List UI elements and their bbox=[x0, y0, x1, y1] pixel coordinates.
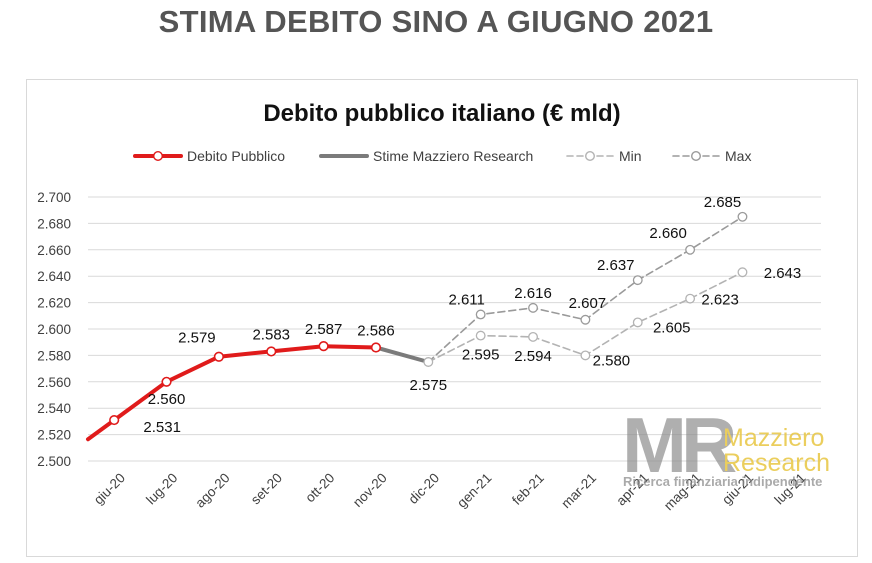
y-tick-label: 2.560 bbox=[37, 375, 71, 390]
data-label-min: 2.643 bbox=[764, 265, 802, 282]
legend-label-max: Max bbox=[725, 148, 751, 164]
data-point-max bbox=[685, 244, 696, 255]
y-axis: 2.500 2.520 2.540 2.560 2.580 2.600 2.620 2.640… bbox=[37, 190, 71, 469]
data-point-max bbox=[632, 275, 643, 286]
x-tick-label: feb-21 bbox=[509, 470, 547, 508]
data-label-min: 2.623 bbox=[701, 292, 739, 309]
chart-frame: Debito pubblico italiano (€ mld) 2.500 2.… bbox=[26, 79, 858, 557]
y-tick-label: 2.500 bbox=[37, 454, 71, 469]
data-label-actual: 2.586 bbox=[357, 322, 395, 339]
data-label-max: 2.616 bbox=[514, 285, 552, 302]
data-point-min bbox=[737, 267, 748, 278]
data-label-min: 2.595 bbox=[462, 347, 500, 364]
data-label-actual: 2.531 bbox=[143, 419, 181, 436]
legend-label-actual: Debito Pubblico bbox=[187, 148, 285, 164]
data-point-actual bbox=[109, 414, 120, 426]
data-point-min bbox=[528, 331, 538, 342]
y-tick-label: 2.520 bbox=[37, 428, 71, 443]
data-point-max bbox=[528, 302, 538, 313]
data-point-max bbox=[737, 211, 748, 222]
data-point-actual bbox=[266, 346, 277, 357]
data-label-actual: 2.579 bbox=[178, 330, 216, 347]
y-tick-label: 2.540 bbox=[37, 401, 71, 416]
page-title: STIMA DEBITO SINO A GIUGNO 2021 bbox=[158, 4, 714, 39]
y-tick-label: 2.640 bbox=[37, 269, 71, 284]
data-point-max bbox=[580, 314, 591, 325]
line-chart: Debito pubblico italiano (€ mld) 2.5002.… bbox=[37, 100, 830, 513]
data-label-min: 2.605 bbox=[653, 319, 691, 336]
data-label-actual: 2.587 bbox=[305, 321, 343, 338]
x-tick-label: ott-20 bbox=[302, 470, 337, 505]
data-point-min bbox=[685, 293, 696, 304]
legend-marker-max bbox=[691, 150, 702, 161]
x-tick-label: dic-20 bbox=[406, 470, 443, 507]
y-tick-label: 2.580 bbox=[37, 348, 71, 363]
data-label-estimate: 2.575 bbox=[410, 377, 448, 394]
logo-line1: Mazziero bbox=[723, 424, 824, 452]
data-point-actual bbox=[161, 376, 172, 387]
logo-line2: Research bbox=[723, 449, 830, 477]
data-labels: 2.531 2.560 2.579 2.583 2.587 2.586 2.575 2.595… bbox=[143, 194, 801, 436]
data-label-min: 2.580 bbox=[593, 352, 631, 369]
series-group bbox=[86, 211, 748, 442]
data-label-max: 2.607 bbox=[569, 295, 607, 312]
y-tick-label: 2.660 bbox=[37, 243, 71, 258]
data-label-max: 2.637 bbox=[597, 257, 635, 274]
series-line-max bbox=[427, 216, 744, 363]
data-point-estimate bbox=[423, 357, 434, 367]
y-tick-label: 2.620 bbox=[37, 296, 71, 311]
data-point-actual bbox=[370, 342, 382, 353]
series-line-estimate bbox=[374, 345, 431, 364]
data-point-min bbox=[580, 350, 591, 361]
legend-label-estimate: Stime Mazziero Research bbox=[373, 148, 533, 164]
series-line-actual bbox=[86, 344, 378, 442]
data-label-max: 2.685 bbox=[704, 194, 742, 211]
y-tick-label: 2.600 bbox=[37, 322, 71, 337]
data-point-min bbox=[632, 317, 643, 328]
legend-marker-min bbox=[585, 150, 596, 161]
legend-marker-actual bbox=[152, 150, 163, 161]
x-tick-label: set-20 bbox=[248, 470, 285, 507]
legend-label-min: Min bbox=[619, 148, 642, 164]
x-tick-label: lug-20 bbox=[143, 470, 180, 507]
gridlines bbox=[88, 196, 821, 462]
data-label-actual: 2.560 bbox=[148, 391, 186, 408]
data-label-max: 2.611 bbox=[448, 291, 484, 308]
x-tick-label: ago-20 bbox=[192, 470, 232, 510]
data-point-max bbox=[475, 309, 486, 320]
y-tick-label: 2.680 bbox=[37, 216, 71, 231]
mazziero-research-logo: MR Mazziero Research Ricerca finanziaria… bbox=[622, 401, 830, 489]
x-tick-label: mar-21 bbox=[558, 470, 599, 511]
data-point-actual bbox=[213, 351, 224, 362]
legend: Debito Pubblico Stime Mazziero Research Mi… bbox=[133, 148, 751, 164]
y-tick-label: 2.700 bbox=[37, 190, 71, 205]
data-point-min bbox=[475, 330, 486, 341]
data-label-min: 2.594 bbox=[514, 348, 552, 365]
x-tick-label: giu-20 bbox=[91, 470, 128, 507]
logo-tagline: Ricerca finanziaria indipendente bbox=[623, 474, 822, 489]
data-label-max: 2.660 bbox=[649, 225, 687, 242]
x-tick-label: gen-21 bbox=[454, 470, 494, 510]
data-point-actual bbox=[318, 341, 329, 352]
x-tick-label: nov-20 bbox=[350, 470, 390, 510]
chart-title: Debito pubblico italiano (€ mld) bbox=[263, 100, 620, 127]
logo-initials: MR bbox=[622, 401, 736, 489]
data-label-actual: 2.583 bbox=[252, 326, 290, 343]
